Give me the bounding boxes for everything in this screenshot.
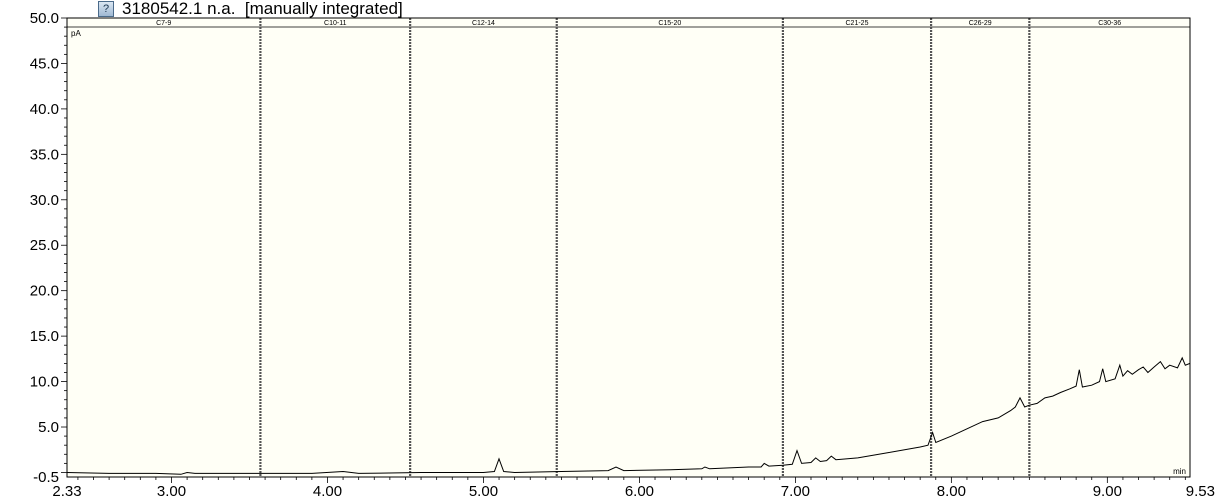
x-tick-label: 4.00 (313, 483, 342, 500)
y-tick-label: 30.0 (30, 192, 59, 209)
region-label: C21-25 (846, 20, 869, 27)
series-group (66, 356, 1191, 475)
y-tick-label: 20.0 (30, 283, 59, 300)
x-tick-label: 2.33 (52, 483, 81, 500)
x-axis: 2.33 3.00 4.00 5.00 6.00 7.00 8.00 9.00 9.53 (52, 477, 1215, 500)
region-label: C10-11 (324, 20, 347, 27)
y-tick-label: 50.0 (30, 10, 59, 27)
region-label: C12-14 (472, 20, 495, 27)
series-line (66, 356, 1191, 475)
x-tick-label: 7.00 (781, 483, 810, 500)
region-label: C30-36 (1098, 20, 1121, 27)
x-tick-label: 5.00 (469, 483, 498, 500)
region-label: C26-29 (969, 20, 992, 27)
region-label: C15-20 (658, 20, 681, 27)
x-tick-label: 3.00 (157, 483, 186, 500)
x-tick-label: 9.00 (1093, 483, 1122, 500)
x-tick-label: 9.53 (1186, 483, 1215, 500)
y-axis: -0.5 5.0 10.0 15.0 20.0 25.0 30.0 35.0 40.0 45.0 5… (30, 10, 67, 486)
y-tick-label: 35.0 (30, 146, 59, 163)
y-axis-label: pA (71, 29, 81, 38)
y-tick-label: 40.0 (30, 101, 59, 118)
x-tick-label: 8.00 (937, 483, 966, 500)
y-tick-label: 45.0 (30, 55, 59, 72)
plot-frame (66, 17, 1191, 478)
y-tick-label: 10.0 (30, 374, 59, 391)
region-label: C7-9 (156, 20, 171, 27)
region-group: C7-9 C10-11 C12-14 C15-20 C21-25 C26-29 C30-36 (67, 18, 1190, 477)
y-tick-label: 5.0 (38, 419, 59, 436)
y-tick-label: 15.0 (30, 328, 59, 345)
chart-title: 3180542.1 n.a. [manually integrated] (122, 0, 403, 18)
y-tick-label: -0.5 (33, 469, 59, 486)
document-icon[interactable]: ? (98, 1, 114, 17)
x-tick-label: 6.00 (625, 483, 654, 500)
chart-title-bar: ? 3180542.1 n.a. [manually integrated] (98, 0, 403, 18)
plot-area (67, 18, 1190, 477)
x-axis-label: min (1173, 467, 1186, 476)
y-tick-label: 25.0 (30, 237, 59, 254)
